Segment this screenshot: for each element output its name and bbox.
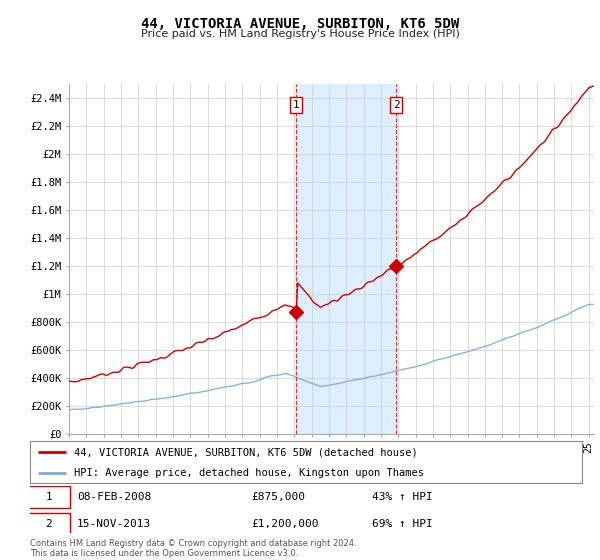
FancyBboxPatch shape bbox=[27, 487, 70, 508]
Bar bbox=[296, 84, 396, 434]
Text: 08-FEB-2008: 08-FEB-2008 bbox=[77, 492, 151, 502]
Text: 2: 2 bbox=[393, 100, 400, 110]
Text: Contains HM Land Registry data © Crown copyright and database right 2024.
This d: Contains HM Land Registry data © Crown c… bbox=[30, 539, 356, 558]
Text: 44, VICTORIA AVENUE, SURBITON, KT6 5DW: 44, VICTORIA AVENUE, SURBITON, KT6 5DW bbox=[141, 17, 459, 31]
FancyBboxPatch shape bbox=[27, 512, 70, 535]
Text: HPI: Average price, detached house, Kingston upon Thames: HPI: Average price, detached house, King… bbox=[74, 469, 424, 478]
Text: 2: 2 bbox=[46, 519, 52, 529]
Text: 15-NOV-2013: 15-NOV-2013 bbox=[77, 519, 151, 529]
Text: £875,000: £875,000 bbox=[251, 492, 305, 502]
Text: 43% ↑ HPI: 43% ↑ HPI bbox=[372, 492, 433, 502]
Text: £1,200,000: £1,200,000 bbox=[251, 519, 319, 529]
Text: 1: 1 bbox=[46, 492, 52, 502]
Text: 44, VICTORIA AVENUE, SURBITON, KT6 5DW (detached house): 44, VICTORIA AVENUE, SURBITON, KT6 5DW (… bbox=[74, 447, 418, 457]
Text: 69% ↑ HPI: 69% ↑ HPI bbox=[372, 519, 433, 529]
Text: 1: 1 bbox=[293, 100, 299, 110]
Text: Price paid vs. HM Land Registry's House Price Index (HPI): Price paid vs. HM Land Registry's House … bbox=[140, 29, 460, 39]
